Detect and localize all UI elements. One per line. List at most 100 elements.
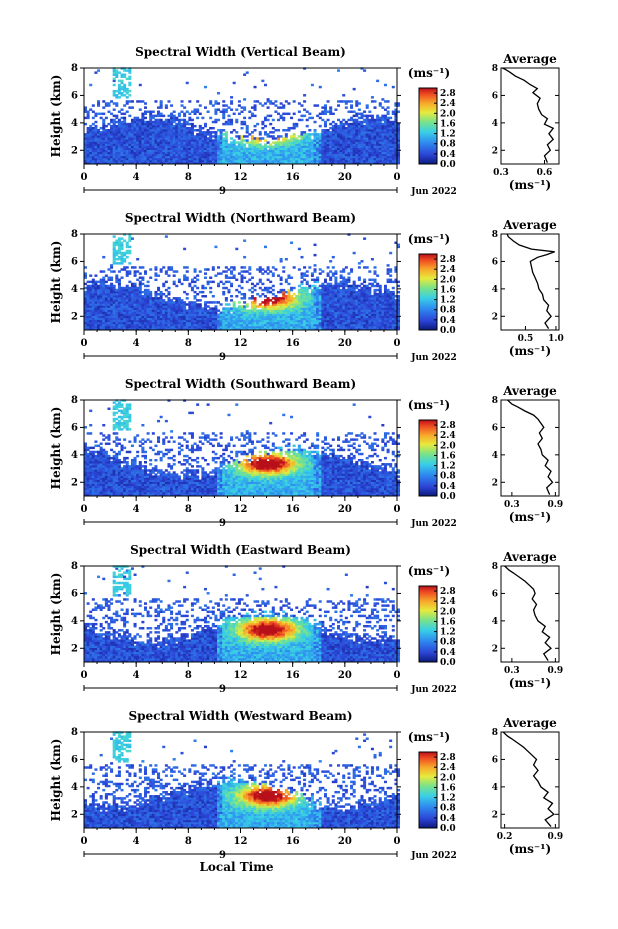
heatmap-cell <box>290 241 294 244</box>
heatmap-cell <box>86 303 90 306</box>
heatmap-cell <box>256 100 260 103</box>
heatmap-cell <box>222 157 226 161</box>
heatmap-cell <box>344 292 348 296</box>
heatmap-cell <box>352 135 356 138</box>
heatmap-cell <box>347 139 351 142</box>
heatmap-cell <box>378 122 382 126</box>
heatmap-cell <box>110 323 114 327</box>
profile-y-tick-label: 2 <box>492 146 498 156</box>
heatmap-cell <box>337 145 341 148</box>
heatmap-cell <box>258 143 262 146</box>
heatmap-cell <box>146 120 150 124</box>
heatmap-cell <box>190 303 194 306</box>
heatmap-cell <box>138 153 142 157</box>
heatmap-cell <box>316 135 320 138</box>
heatmap-cell <box>102 124 106 128</box>
heatmap-cell <box>159 104 163 107</box>
heatmap-cell <box>321 297 325 300</box>
heatmap-cell <box>130 284 134 288</box>
heatmap-cell <box>130 151 134 155</box>
heatmap-cell <box>253 157 257 161</box>
heatmap-cell <box>146 110 150 113</box>
heatmap-cell <box>138 151 142 155</box>
heatmap-cell <box>125 102 129 105</box>
heatmap-cell <box>211 266 215 269</box>
heatmap-cell <box>334 284 338 288</box>
heatmap-cell <box>136 141 140 144</box>
heatmap-cell <box>162 131 166 134</box>
heatmap-cell <box>110 131 114 134</box>
heatmap-cell <box>376 133 380 136</box>
heatmap-cell <box>292 325 296 329</box>
heatmap-cell <box>323 159 327 163</box>
heatmap-cell <box>337 135 341 138</box>
heatmap-cell <box>123 319 127 323</box>
heatmap-cell <box>334 286 338 290</box>
heatmap-cell <box>277 155 281 159</box>
heatmap-cell <box>201 327 205 331</box>
heatmap-cell <box>261 147 265 150</box>
heatmap-cell <box>154 145 158 148</box>
heatmap-cell <box>243 313 247 316</box>
heatmap-cell <box>383 155 387 159</box>
heatmap-cell <box>86 149 90 153</box>
heatmap-cell <box>143 151 147 155</box>
heatmap-cell <box>222 159 226 163</box>
heatmap-cell <box>329 159 333 163</box>
heatmap-cell <box>107 159 111 163</box>
heatmap-cell <box>125 139 129 142</box>
heatmap-cell <box>128 131 132 134</box>
heatmap-cell <box>172 280 176 284</box>
heatmap-cell <box>102 157 106 161</box>
heatmap-cell <box>157 286 161 290</box>
heatmap-cell <box>224 266 228 269</box>
heatmap-cell <box>222 108 226 111</box>
heatmap-cell <box>177 317 181 321</box>
heatmap-cell <box>308 301 312 304</box>
heatmap-cell <box>219 272 223 275</box>
heatmap-cell <box>313 149 317 153</box>
heatmap-cell <box>164 106 168 109</box>
heatmap-cell <box>112 317 116 321</box>
heatmap-cell <box>339 141 343 144</box>
heatmap-cell <box>170 299 174 302</box>
heatmap-cell <box>357 153 361 157</box>
heatmap-cell <box>389 155 393 159</box>
heatmap-cell <box>183 327 187 331</box>
heatmap-cell <box>185 129 189 132</box>
heatmap-cell <box>282 295 286 298</box>
heatmap-cell <box>86 133 90 136</box>
heatmap-cell <box>248 147 252 150</box>
heatmap-cell <box>300 255 304 259</box>
heatmap-cell <box>84 323 88 327</box>
heatmap-cell <box>355 104 359 107</box>
heatmap-cell <box>350 118 354 122</box>
heatmap-cell <box>125 155 129 159</box>
heatmap-cell <box>107 311 111 314</box>
heatmap-cell <box>337 118 341 122</box>
heatmap-cell <box>170 307 174 310</box>
heatmap-cell <box>347 110 351 113</box>
heatmap-cell <box>222 149 226 153</box>
heatmap-cell <box>310 295 314 298</box>
heatmap-cell <box>279 102 283 105</box>
heatmap-cell <box>383 161 387 165</box>
heatmap-cell <box>261 323 265 327</box>
heatmap-cell <box>344 122 348 126</box>
heatmap-cell <box>230 323 234 327</box>
heatmap-cell <box>253 297 257 300</box>
heatmap-cell <box>331 301 335 304</box>
heatmap-cell <box>151 151 155 155</box>
heatmap-cell <box>342 133 346 136</box>
heatmap-cell <box>224 155 228 159</box>
heatmap-cell <box>263 323 267 327</box>
heatmap-cell <box>258 313 262 316</box>
heatmap-cell <box>350 292 354 296</box>
heatmap-cell <box>159 325 163 329</box>
heatmap-cell <box>386 100 390 103</box>
heatmap-cell <box>104 301 108 304</box>
heatmap-cell <box>243 309 247 312</box>
heatmap-cell <box>337 290 341 294</box>
heatmap-cell <box>266 106 270 109</box>
heatmap-cell <box>86 110 90 113</box>
